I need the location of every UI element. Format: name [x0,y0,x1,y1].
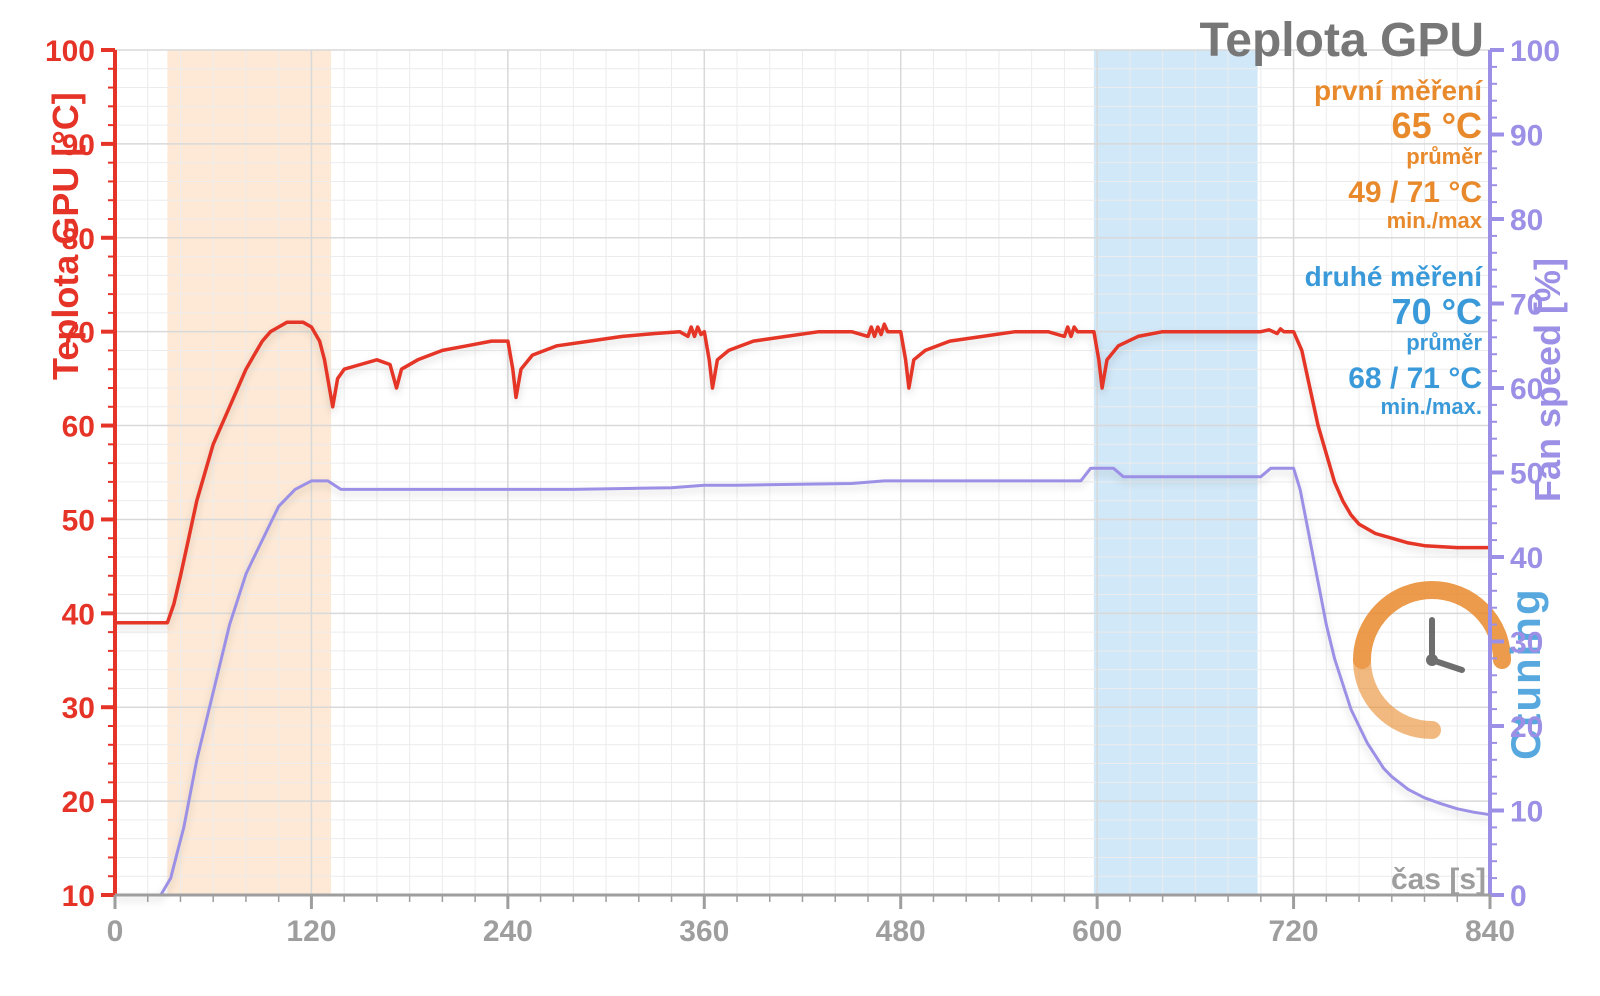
x-tick-label: 360 [679,915,729,948]
y-right-tick-label: 20 [1510,711,1543,744]
y-left-axis-title: Teplota GPU [°C] [45,92,86,380]
chart-title: Teplota GPU [1200,14,1484,67]
info-text: 70 °C [1392,291,1482,332]
chart-svg: Ctuning012024036048060072084010203040506… [0,0,1600,996]
chart-container: { "chart": { "type": "line-dual-axis", "… [0,0,1600,996]
y-right-tick-label: 10 [1510,796,1543,829]
y-right-tick-label: 40 [1510,542,1543,575]
x-tick-label: 240 [483,915,533,948]
x-tick-label: 840 [1465,915,1515,948]
y-right-axis-title: Fan speed [%] [1527,258,1568,502]
y-left-tick-label: 40 [62,598,95,631]
info-text: 68 / 71 °C [1348,362,1482,395]
x-tick-label: 0 [107,915,124,948]
y-left-tick-label: 60 [62,411,95,444]
x-axis-title: čas [s] [1391,863,1486,896]
y-left-tick-label: 10 [62,880,95,913]
y-left-tick-label: 30 [62,692,95,725]
y-right-tick-label: 90 [1510,120,1543,153]
highlight-band-0 [167,50,331,895]
info-text: 49 / 71 °C [1348,176,1482,209]
y-right-tick-label: 80 [1510,204,1543,237]
y-right-tick-label: 100 [1510,35,1560,68]
y-left-tick-label: 100 [45,35,95,68]
info-text: min./max. [1381,394,1482,419]
info-text: druhé měření [1305,261,1484,292]
x-tick-label: 600 [1072,915,1122,948]
info-text: průměr [1406,144,1482,169]
y-right-tick-label: 0 [1510,880,1527,913]
info-text: min./max [1387,208,1483,233]
y-left-tick-label: 50 [62,504,95,537]
x-tick-label: 720 [1269,915,1319,948]
info-text: 65 °C [1392,105,1482,146]
info-text: průměr [1406,330,1482,355]
y-right-tick-label: 30 [1510,627,1543,660]
x-tick-label: 120 [286,915,336,948]
x-tick-label: 480 [876,915,926,948]
info-text: první měření [1314,75,1483,106]
y-left-tick-label: 20 [62,786,95,819]
